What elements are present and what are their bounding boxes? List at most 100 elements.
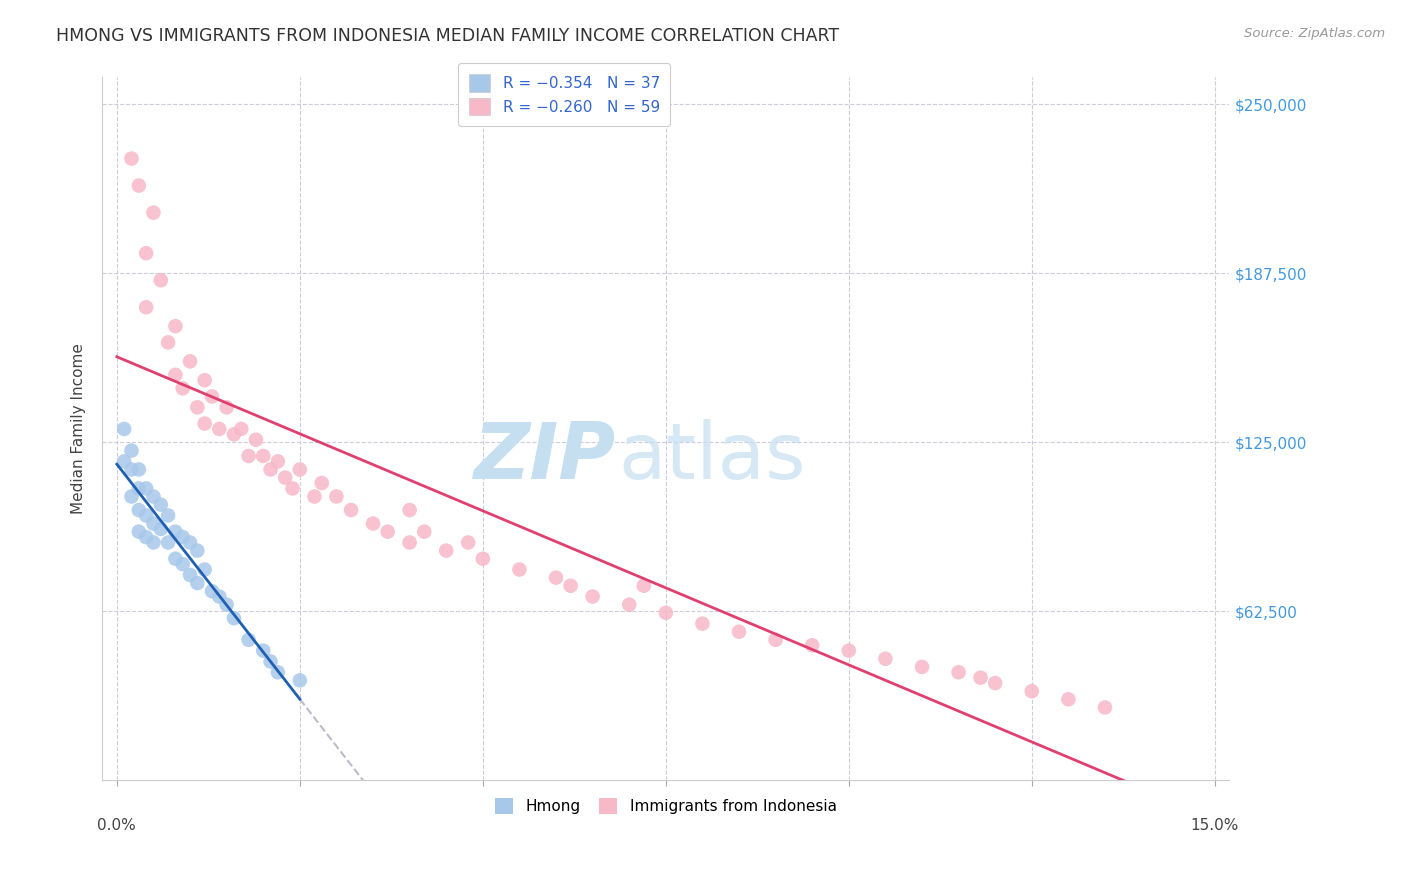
Point xyxy=(288,462,311,476)
Point xyxy=(142,535,165,549)
Point xyxy=(457,535,479,549)
Point xyxy=(201,584,224,599)
Point xyxy=(128,503,150,517)
Point xyxy=(121,152,143,166)
Point xyxy=(215,401,238,415)
Point xyxy=(165,524,187,539)
Point xyxy=(1057,692,1080,706)
Point xyxy=(135,300,157,314)
Point xyxy=(208,422,231,436)
Point xyxy=(135,508,157,523)
Point xyxy=(245,433,267,447)
Point xyxy=(222,611,245,625)
Point xyxy=(238,632,260,647)
Point xyxy=(398,503,420,517)
Point xyxy=(361,516,384,531)
Point xyxy=(801,638,824,652)
Point xyxy=(377,524,399,539)
Point xyxy=(325,490,347,504)
Point xyxy=(581,590,603,604)
Point xyxy=(149,522,172,536)
Point xyxy=(434,543,457,558)
Point xyxy=(692,616,714,631)
Point xyxy=(135,246,157,260)
Point xyxy=(128,462,150,476)
Point xyxy=(128,178,150,193)
Point xyxy=(186,401,208,415)
Point xyxy=(544,571,567,585)
Text: Source: ZipAtlas.com: Source: ZipAtlas.com xyxy=(1244,27,1385,40)
Point xyxy=(194,373,217,387)
Legend: Hmong, Immigrants from Indonesia: Hmong, Immigrants from Indonesia xyxy=(488,790,844,822)
Point xyxy=(157,535,180,549)
Point xyxy=(340,503,363,517)
Point xyxy=(1094,700,1116,714)
Point xyxy=(238,449,260,463)
Point xyxy=(259,462,281,476)
Point xyxy=(655,606,678,620)
Point xyxy=(142,205,165,219)
Point xyxy=(728,624,751,639)
Point xyxy=(142,490,165,504)
Point xyxy=(135,530,157,544)
Point xyxy=(311,475,333,490)
Point xyxy=(267,665,290,680)
Point xyxy=(911,660,934,674)
Point xyxy=(149,498,172,512)
Point xyxy=(165,319,187,334)
Point xyxy=(231,422,253,436)
Point xyxy=(508,562,530,576)
Point xyxy=(471,551,494,566)
Point xyxy=(398,535,420,549)
Point xyxy=(633,579,655,593)
Text: HMONG VS IMMIGRANTS FROM INDONESIA MEDIAN FAMILY INCOME CORRELATION CHART: HMONG VS IMMIGRANTS FROM INDONESIA MEDIA… xyxy=(56,27,839,45)
Point xyxy=(172,381,194,395)
Point xyxy=(157,335,180,350)
Point xyxy=(201,389,224,403)
Point xyxy=(875,652,897,666)
Point xyxy=(281,482,304,496)
Point xyxy=(165,551,187,566)
Point xyxy=(215,598,238,612)
Point xyxy=(259,655,281,669)
Point xyxy=(252,643,274,657)
Text: 0.0%: 0.0% xyxy=(97,818,136,833)
Point xyxy=(135,482,157,496)
Point xyxy=(194,417,217,431)
Y-axis label: Median Family Income: Median Family Income xyxy=(72,343,86,515)
Point xyxy=(948,665,970,680)
Point xyxy=(252,449,274,463)
Point xyxy=(179,354,201,368)
Point xyxy=(619,598,641,612)
Point xyxy=(149,273,172,287)
Point xyxy=(274,470,297,484)
Point xyxy=(172,530,194,544)
Point xyxy=(165,368,187,382)
Point xyxy=(838,643,860,657)
Point xyxy=(142,516,165,531)
Point xyxy=(765,632,787,647)
Point xyxy=(121,462,143,476)
Point xyxy=(128,482,150,496)
Point xyxy=(267,454,290,468)
Point xyxy=(560,579,582,593)
Point xyxy=(208,590,231,604)
Text: ZIP: ZIP xyxy=(472,419,614,495)
Point xyxy=(413,524,436,539)
Point xyxy=(186,543,208,558)
Point xyxy=(121,490,143,504)
Point xyxy=(112,422,135,436)
Point xyxy=(157,508,180,523)
Point xyxy=(172,557,194,571)
Text: 15.0%: 15.0% xyxy=(1191,818,1239,833)
Point xyxy=(288,673,311,688)
Point xyxy=(186,576,208,591)
Point xyxy=(112,454,135,468)
Point xyxy=(179,535,201,549)
Point xyxy=(222,427,245,442)
Point xyxy=(1021,684,1043,698)
Point xyxy=(304,490,326,504)
Point xyxy=(121,443,143,458)
Point xyxy=(984,676,1007,690)
Text: atlas: atlas xyxy=(619,419,806,495)
